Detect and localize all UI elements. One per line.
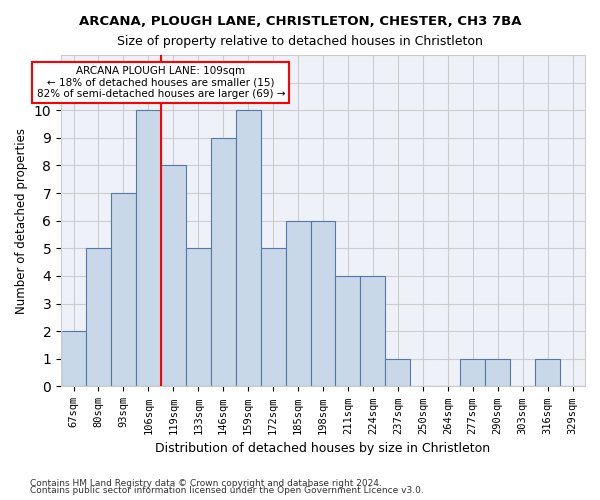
Bar	[385, 359, 410, 386]
X-axis label: Distribution of detached houses by size in Christleton: Distribution of detached houses by size …	[155, 442, 491, 455]
Bar	[136, 110, 161, 386]
Bar	[460, 359, 485, 386]
Bar	[186, 248, 211, 386]
Bar	[535, 359, 560, 386]
Bar	[361, 276, 385, 386]
Bar	[111, 193, 136, 386]
Bar	[260, 248, 286, 386]
Bar	[161, 166, 186, 386]
Bar	[236, 110, 260, 386]
Bar	[211, 138, 236, 386]
Bar	[311, 220, 335, 386]
Text: Contains public sector information licensed under the Open Government Licence v3: Contains public sector information licen…	[30, 486, 424, 495]
Bar	[86, 248, 111, 386]
Text: Contains HM Land Registry data © Crown copyright and database right 2024.: Contains HM Land Registry data © Crown c…	[30, 478, 382, 488]
Bar	[61, 331, 86, 386]
Bar	[485, 359, 510, 386]
Bar	[286, 220, 311, 386]
Text: ARCANA, PLOUGH LANE, CHRISTLETON, CHESTER, CH3 7BA: ARCANA, PLOUGH LANE, CHRISTLETON, CHESTE…	[79, 15, 521, 28]
Text: Size of property relative to detached houses in Christleton: Size of property relative to detached ho…	[117, 35, 483, 48]
Bar	[335, 276, 361, 386]
Text: ARCANA PLOUGH LANE: 109sqm
← 18% of detached houses are smaller (15)
82% of semi: ARCANA PLOUGH LANE: 109sqm ← 18% of deta…	[37, 66, 285, 99]
Y-axis label: Number of detached properties: Number of detached properties	[15, 128, 28, 314]
